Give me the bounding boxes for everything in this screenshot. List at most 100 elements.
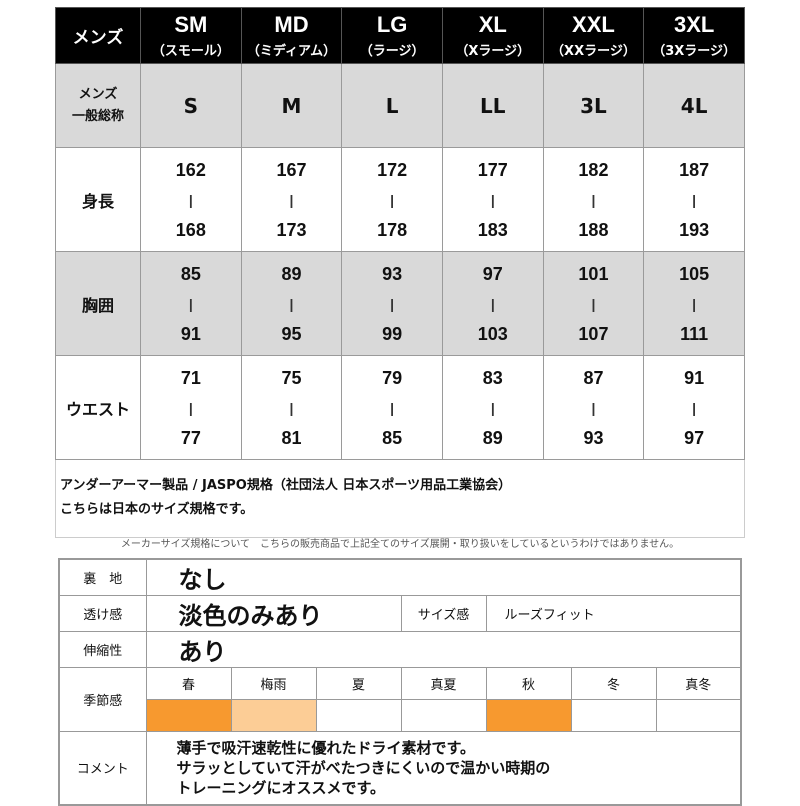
measure-cell: 105 | 111 <box>643 251 745 356</box>
range-separator: | <box>591 191 596 208</box>
comment-row: コメント 薄手で吸汗速乾性に優れたドライ素材です。 サラッとしていて汗がべたつき… <box>58 731 742 805</box>
range-separator: | <box>188 295 193 312</box>
max-value: 99 <box>382 323 403 344</box>
measure-cell: 89 | 95 <box>240 251 343 356</box>
range-separator: | <box>289 295 294 312</box>
season-level-none <box>315 699 402 732</box>
general-name: 3L <box>542 63 645 148</box>
max-value: 178 <box>377 219 408 240</box>
size-header: XL （Xラージ） <box>441 7 544 64</box>
measure-cell: 97 | 103 <box>441 251 544 356</box>
min-value: 85 <box>180 263 201 284</box>
max-value: 89 <box>482 427 503 448</box>
size-header-row: メンズ SM （スモール） MD （ミディアム） LG （ラージ） XL （Xラージ） … <box>55 7 745 64</box>
measure-row-chest: 胸囲 85 | 91 89 | 95 93 | 99 97 | 103 101 | 107 105 | 111 <box>55 251 745 356</box>
max-value: 77 <box>180 427 201 448</box>
stretch-value: あり <box>145 631 742 668</box>
min-value: 187 <box>679 159 710 180</box>
range-separator: | <box>390 295 395 312</box>
spec-table: 裏 地 なし 透け感 淡色のみあり サイズ感 ルーズフィット 伸縮性 あり 季節… <box>58 558 742 806</box>
range-separator: | <box>490 295 495 312</box>
size-header: SM （スモール） <box>140 7 242 64</box>
min-value: 172 <box>377 159 408 180</box>
row-label: 胸囲 <box>55 251 141 356</box>
max-value: 173 <box>276 219 307 240</box>
max-value: 103 <box>477 323 508 344</box>
comment-line: サラッとしていて汗がべたつきにくいので温かい時期の <box>176 758 551 777</box>
measure-cell: 182 | 188 <box>542 147 645 252</box>
sheer-label: 透け感 <box>58 595 147 632</box>
max-value: 85 <box>382 427 403 448</box>
season-name: 春 <box>145 667 232 700</box>
comment-label: コメント <box>58 731 147 805</box>
measure-cell: 91 | 97 <box>643 355 745 460</box>
range-separator: | <box>591 295 596 312</box>
max-value: 183 <box>477 219 508 240</box>
range-separator: | <box>390 191 395 208</box>
disclaimer: メーカーサイズ規格について こちらの販売商品で上記全てのサイズ展開・取り扱いをし… <box>120 539 680 550</box>
season-level-row <box>59 699 742 732</box>
measure-cell: 167 | 173 <box>240 147 343 252</box>
range-separator: | <box>390 399 395 416</box>
general-name-row: メンズ 一般総称 S M L LL 3L 4L <box>55 63 745 148</box>
measure-cell: 75 | 81 <box>240 355 343 460</box>
min-value: 182 <box>578 159 609 180</box>
season-level-partial <box>230 699 317 732</box>
min-value: 71 <box>180 367 201 388</box>
range-separator: | <box>692 399 697 416</box>
comment-text: 薄手で吸汗速乾性に優れたドライ素材です。 サラッとしていて汗がべたつきにくいので… <box>145 731 742 805</box>
min-value: 75 <box>281 367 302 388</box>
min-value: 162 <box>175 159 206 180</box>
season-level-full <box>145 699 232 732</box>
max-value: 107 <box>578 323 609 344</box>
general-name: S <box>140 63 242 148</box>
note-line: こちらは日本のサイズ規格です。 <box>60 502 254 517</box>
range-separator: | <box>490 191 495 208</box>
range-separator: | <box>188 191 193 208</box>
general-name: M <box>240 63 343 148</box>
min-value: 89 <box>281 263 302 284</box>
size-notes: アンダーアーマー製品 / JASPO規格（社団法人 日本スポーツ用品工業協会） … <box>55 460 745 538</box>
measure-cell: 85 | 91 <box>140 251 242 356</box>
measure-cell: 172 | 178 <box>341 147 443 252</box>
max-value: 188 <box>578 219 609 240</box>
general-label: メンズ 一般総称 <box>55 63 141 148</box>
row-label: 身長 <box>55 147 141 252</box>
general-name: L <box>341 63 443 148</box>
fit-value: ルーズフィット <box>485 595 742 632</box>
sheer-row: 透け感 淡色のみあり サイズ感 ルーズフィット <box>58 595 742 632</box>
sheer-value: 淡色のみあり <box>145 595 402 632</box>
max-value: 93 <box>583 427 604 448</box>
season-name: 真夏 <box>400 667 487 700</box>
min-value: 97 <box>482 263 503 284</box>
min-value: 87 <box>583 367 604 388</box>
min-value: 91 <box>684 367 705 388</box>
season-name: 梅雨 <box>230 667 317 700</box>
measure-cell: 83 | 89 <box>441 355 544 460</box>
min-value: 167 <box>276 159 307 180</box>
range-separator: | <box>692 191 697 208</box>
size-header: 3XL （3Xラージ） <box>643 7 745 64</box>
comment-line: 薄手で吸汗速乾性に優れたドライ素材です。 <box>176 738 476 757</box>
max-value: 91 <box>180 323 201 344</box>
note-line: アンダーアーマー製品 / JASPO規格（社団法人 日本スポーツ用品工業協会） <box>60 478 512 493</box>
measure-row-height: 身長 162 | 168 167 | 173 172 | 178 177 | 183 182 | 188 187… <box>55 147 745 252</box>
size-chart-table: メンズ SM （スモール） MD （ミディアム） LG （ラージ） XL （Xラージ） … <box>55 7 745 460</box>
measure-cell: 187 | 193 <box>643 147 745 252</box>
measure-cell: 79 | 85 <box>341 355 443 460</box>
min-value: 105 <box>679 263 710 284</box>
general-name: 4L <box>643 63 745 148</box>
min-value: 93 <box>382 263 403 284</box>
season-name: 真冬 <box>655 667 742 700</box>
season-level-none <box>570 699 657 732</box>
size-header: LG （ラージ） <box>341 7 443 64</box>
min-value: 101 <box>578 263 609 284</box>
size-header: XXL （XXラージ） <box>542 7 645 64</box>
measure-cell: 93 | 99 <box>341 251 443 356</box>
header-label: メンズ <box>55 7 141 64</box>
max-value: 168 <box>175 219 206 240</box>
season-header-row: 季節感 春梅雨夏真夏秋冬真冬 <box>58 667 742 732</box>
min-value: 79 <box>382 367 403 388</box>
range-separator: | <box>188 399 193 416</box>
measure-cell: 101 | 107 <box>542 251 645 356</box>
